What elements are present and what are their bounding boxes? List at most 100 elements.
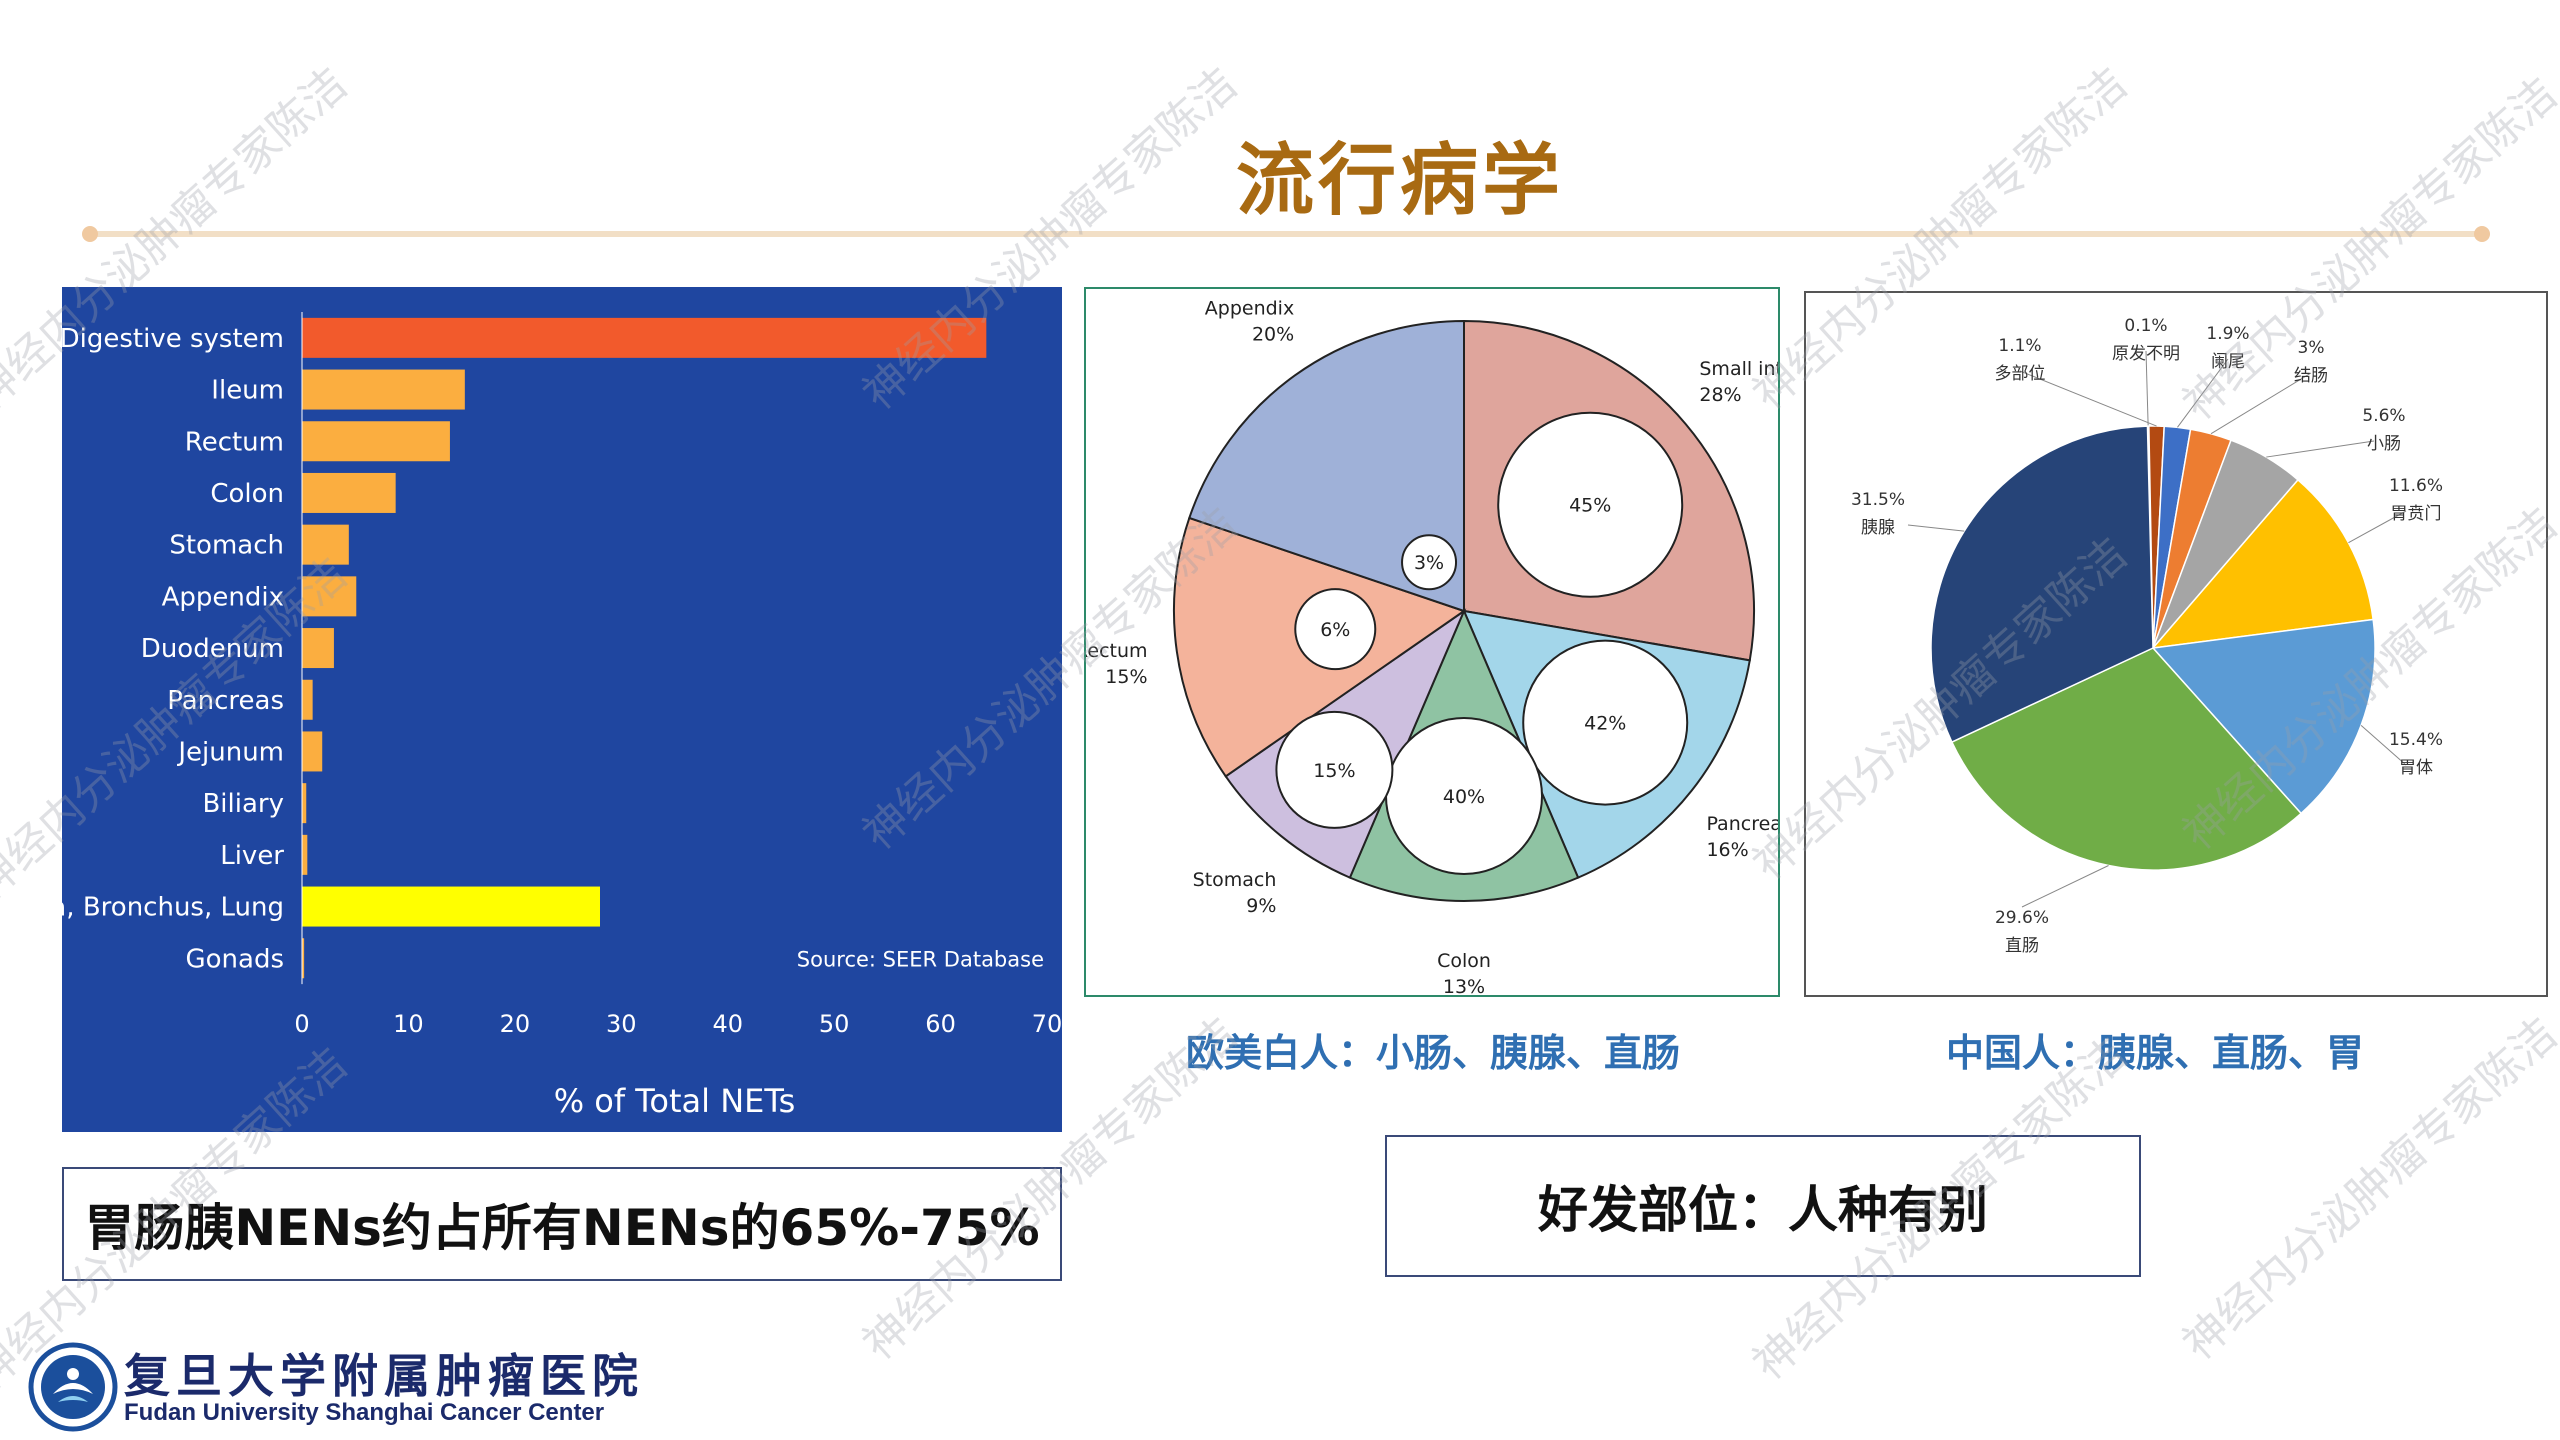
hospital-logo-emblem bbox=[28, 1342, 118, 1432]
x-tick-label: 50 bbox=[819, 1010, 850, 1038]
divider-left-dot bbox=[82, 226, 98, 242]
china-pie-panel: 0.1% 原发不明 1.1% 多部位 1.9% 阑尾 3% 结肠 5.6% 小肠 11.6% 胃贲门 1… bbox=[1804, 291, 2548, 997]
china-slice-value: 3% bbox=[2298, 338, 2325, 358]
bar-category-label: Jejunum bbox=[176, 737, 284, 767]
china-pie-chart: 0.1% 原发不明 1.1% 多部位 1.9% 阑尾 3% 结肠 5.6% 小肠 11.6% 胃贲门 1… bbox=[1851, 316, 2443, 956]
bar-category-label: Trachea, Bronchus, Lung bbox=[62, 893, 284, 923]
western-slice-value: 20% bbox=[1252, 323, 1294, 345]
china-slice-label: 胃贲门 bbox=[2391, 504, 2442, 524]
china-slice-value: 11.6% bbox=[2389, 476, 2443, 496]
china-slice-label: 多部位 bbox=[1995, 364, 2046, 384]
x-tick-label: 0 bbox=[294, 1010, 309, 1038]
western-inner-circle bbox=[1401, 534, 1458, 591]
bar-category-label: Gonads bbox=[185, 944, 284, 974]
hospital-emblem-icon bbox=[28, 1342, 118, 1432]
x-tick-label: 10 bbox=[393, 1010, 424, 1038]
western-pie-chart: 45% 42% 40% 15% 6% 3% Small intestine 28% Pancre… bbox=[1075, 297, 1841, 998]
western-slice-label: Appendix bbox=[1205, 297, 1294, 319]
slide-title: 流行病学 bbox=[1235, 136, 1564, 226]
china-slice-label: 胃体 bbox=[2399, 758, 2433, 778]
bar-category-label: Stomach bbox=[169, 531, 284, 561]
western-slice-label: Colon bbox=[1437, 950, 1491, 972]
western-pie-panel: 45% 42% 40% 15% 6% 3% Small intestine 28% Pancre… bbox=[1075, 287, 1841, 998]
china-slice-label: 结肠 bbox=[2294, 366, 2328, 386]
bar-5 bbox=[302, 576, 357, 617]
western-inner-circle bbox=[1497, 411, 1684, 598]
bar-0 bbox=[302, 317, 987, 358]
bar-chart: Digestive system Ileum Rectum Colon Stomach A… bbox=[62, 312, 1062, 1120]
bar-category-label: Ileum bbox=[211, 376, 284, 406]
china-leader-line bbox=[2210, 372, 2312, 435]
bar-chart-panel: Digestive system Ileum Rectum Colon Stomach A… bbox=[62, 287, 1062, 1132]
western-slice-label: Stomach bbox=[1193, 869, 1277, 891]
china-slice-label: 直肠 bbox=[2005, 936, 2039, 956]
bar-11 bbox=[302, 886, 600, 927]
china-slice-label: 小肠 bbox=[2367, 434, 2401, 454]
western-inner-label: 45% bbox=[1569, 495, 1611, 517]
china-leader-line bbox=[2021, 865, 2109, 908]
bar-category-label: Duodenum bbox=[141, 634, 284, 664]
bar-category-label: Rectum bbox=[185, 427, 284, 457]
source-annotation: Source: SEER Database bbox=[797, 947, 1044, 971]
bar-category-label: Pancreas bbox=[167, 686, 284, 716]
x-tick-label: 70 bbox=[1032, 1010, 1062, 1038]
china-slice-value: 1.9% bbox=[2206, 324, 2249, 344]
bar-2 bbox=[302, 421, 450, 462]
bar-7 bbox=[302, 679, 313, 720]
western-slice-value: 9% bbox=[1246, 895, 1276, 917]
bar-category-label: Biliary bbox=[202, 789, 284, 819]
bar-12 bbox=[302, 938, 305, 979]
western-inner-label: 40% bbox=[1443, 786, 1485, 808]
western-inner-label: 3% bbox=[1414, 552, 1444, 574]
bar-category-label: Colon bbox=[210, 479, 284, 509]
china-slice-value: 31.5% bbox=[1851, 490, 1905, 510]
bar-10 bbox=[302, 834, 308, 875]
western-slice-label: Pancreas bbox=[1706, 813, 1778, 835]
western-inner-circle bbox=[1522, 639, 1689, 806]
bar-category-label: Digestive system bbox=[62, 324, 284, 354]
china-slice-label: 胰腺 bbox=[1861, 518, 1895, 538]
divider-right-dot bbox=[2474, 226, 2490, 242]
western-inner-label: 6% bbox=[1320, 619, 1350, 641]
bar-4 bbox=[302, 524, 349, 565]
western-slice-value: 15% bbox=[1105, 666, 1147, 688]
western-caption: 欧美白人：小肠、胰腺、直肠 bbox=[1186, 1031, 1681, 1075]
china-slice-label: 原发不明 bbox=[2112, 344, 2180, 364]
x-tick-label: 60 bbox=[925, 1010, 956, 1038]
gep-percentage-box: 胃肠胰NENs约占所有NENs的65%-75% bbox=[62, 1167, 1062, 1281]
china-caption: 中国人：胰腺、直肠、胃 bbox=[1946, 1031, 2365, 1075]
bar-8 bbox=[302, 731, 323, 772]
china-slice-value: 5.6% bbox=[2362, 406, 2405, 426]
gep-percentage-text: 胃肠胰NENs约占所有NENs的65%-75% bbox=[84, 1199, 1040, 1257]
western-slice-value: 13% bbox=[1443, 976, 1485, 995]
bar-9 bbox=[302, 783, 307, 824]
china-leader-line bbox=[2266, 440, 2375, 458]
x-tick-label: 30 bbox=[606, 1010, 637, 1038]
western-slice-value: 16% bbox=[1706, 839, 1748, 861]
western-inner-circle bbox=[1275, 710, 1394, 829]
china-slice-value: 29.6% bbox=[1995, 908, 2049, 928]
bar-category-label: Liver bbox=[220, 841, 284, 871]
china-leader-line bbox=[1907, 524, 1965, 532]
title-divider bbox=[90, 231, 2490, 237]
western-pie-slice bbox=[1188, 319, 1465, 613]
x-tick-label: 20 bbox=[500, 1010, 531, 1038]
china-leader-line bbox=[2360, 724, 2407, 766]
x-tick-label: 40 bbox=[712, 1010, 743, 1038]
china-leader-line bbox=[2019, 370, 2157, 427]
bar-1 bbox=[302, 369, 465, 410]
western-slice-label: Rectum bbox=[1086, 640, 1148, 662]
western-slice-value: 28% bbox=[1699, 384, 1741, 406]
china-slice-value: 15.4% bbox=[2389, 730, 2443, 750]
hospital-name-cn: 复旦大学附属肿瘤医院 bbox=[124, 1349, 644, 1403]
china-slice-value: 0.1% bbox=[2124, 316, 2167, 336]
western-inner-label: 15% bbox=[1313, 760, 1355, 782]
china-leader-line bbox=[2145, 350, 2149, 427]
x-axis-title: % of Total NETs bbox=[554, 1082, 796, 1120]
hospital-name-en: Fudan University Shanghai Cancer Center bbox=[124, 1399, 605, 1426]
china-leader-line bbox=[2177, 358, 2229, 428]
site-difference-text: 好发部位：人种有别 bbox=[1538, 1181, 1988, 1239]
bar-category-label: Appendix bbox=[162, 582, 284, 612]
china-leader-line bbox=[2348, 510, 2407, 544]
bar-6 bbox=[302, 628, 334, 669]
